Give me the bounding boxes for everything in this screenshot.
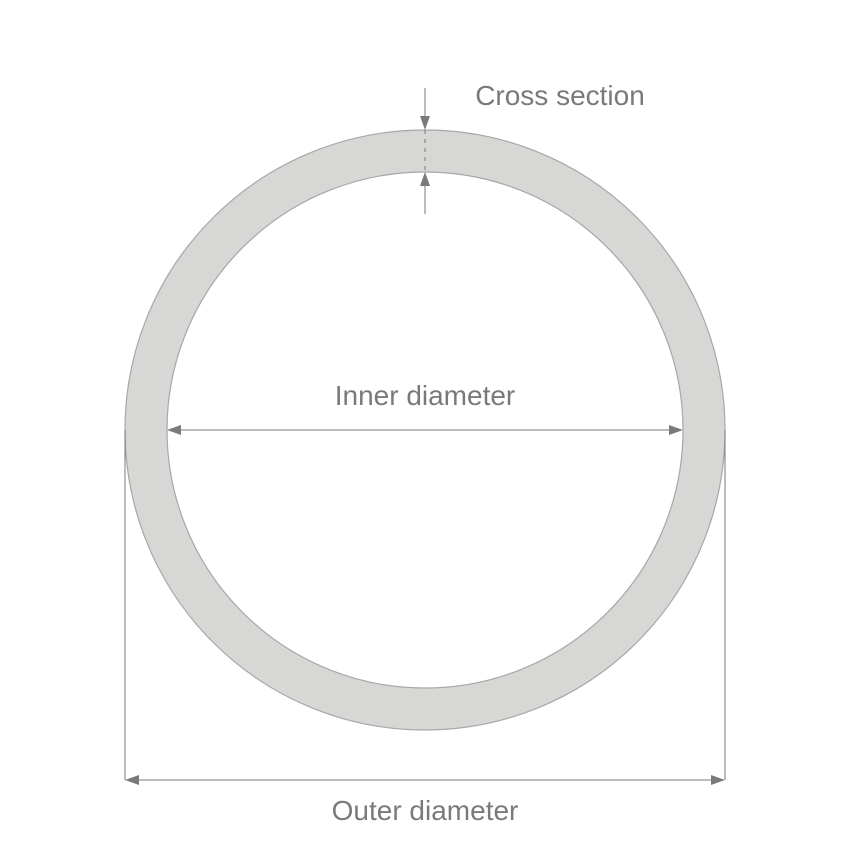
inner-diameter-label: Inner diameter	[335, 380, 516, 411]
inner-diameter-dimension: Inner diameter	[167, 380, 683, 435]
outer-diameter-label: Outer diameter	[332, 795, 519, 826]
cross-section-label: Cross section	[475, 80, 645, 111]
